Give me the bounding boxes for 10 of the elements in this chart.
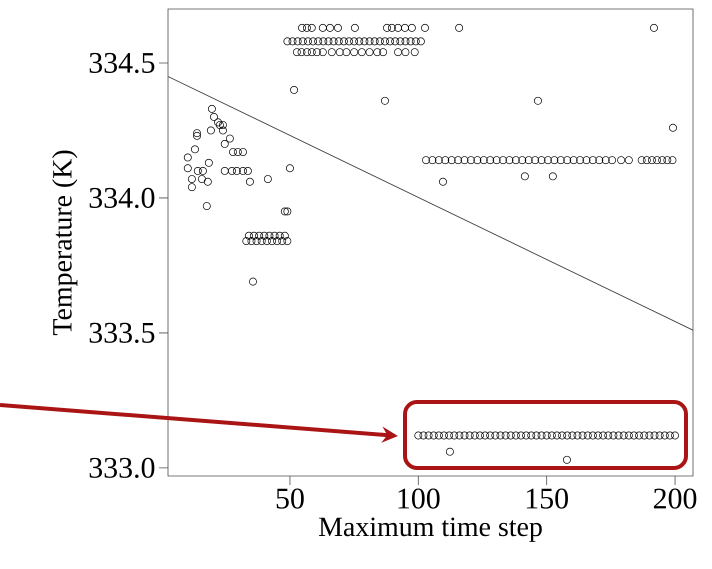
y-tick-label: 334.5 xyxy=(90,52,154,74)
x-tick-label: 100 xyxy=(398,488,440,509)
y-tick-label: 333.0 xyxy=(90,458,154,478)
y-tick-label: 334.0 xyxy=(90,188,154,208)
y-axis-title: Temperature (K) xyxy=(52,150,78,336)
x-tick-label: 200 xyxy=(654,488,696,509)
y-tick-label: 333.5 xyxy=(90,322,154,344)
x-tick-label: 50 xyxy=(276,488,304,509)
x-tick-label: 150 xyxy=(526,488,568,509)
x-axis-title: Maximum time step xyxy=(318,518,542,542)
